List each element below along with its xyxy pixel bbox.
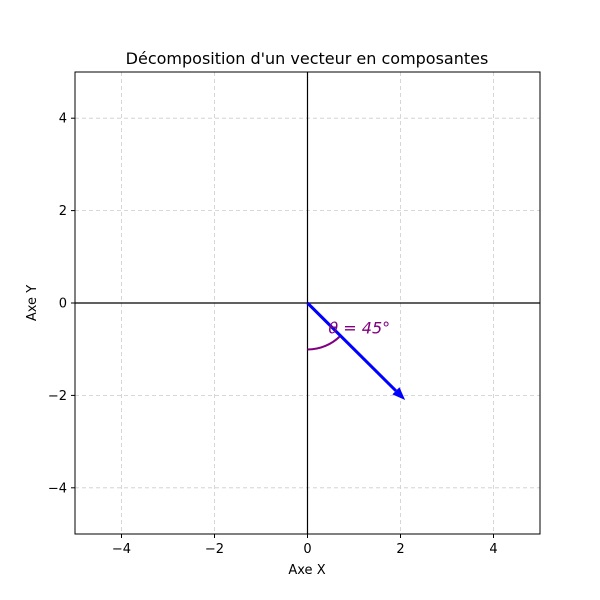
vector-arrowhead xyxy=(392,387,406,401)
x-tick-label: 4 xyxy=(489,542,497,557)
y-tick-label: −2 xyxy=(48,389,67,404)
y-tick-label: 2 xyxy=(59,204,67,219)
y-tick-label: −4 xyxy=(48,481,67,496)
y-axis-label: Axe Y xyxy=(25,285,40,321)
vector-line xyxy=(306,301,397,392)
chart-title: Décomposition d'un vecteur en composante… xyxy=(126,49,489,68)
angle-arc xyxy=(307,335,342,351)
y-tick-label: 4 xyxy=(59,112,67,127)
x-tick-label: −2 xyxy=(205,542,224,557)
x-tick-label: −4 xyxy=(112,542,131,557)
plot-area: −4 −2 0 2 4 −4 −2 0 2 4 θ = 45° xyxy=(48,71,541,557)
x-tick-label: 0 xyxy=(303,542,311,557)
x-axis-label: Axe X xyxy=(288,563,325,578)
angle-annotation: θ = 45° xyxy=(328,318,390,337)
x-tick-label: 2 xyxy=(396,542,404,557)
y-tick-label: 0 xyxy=(59,297,67,312)
